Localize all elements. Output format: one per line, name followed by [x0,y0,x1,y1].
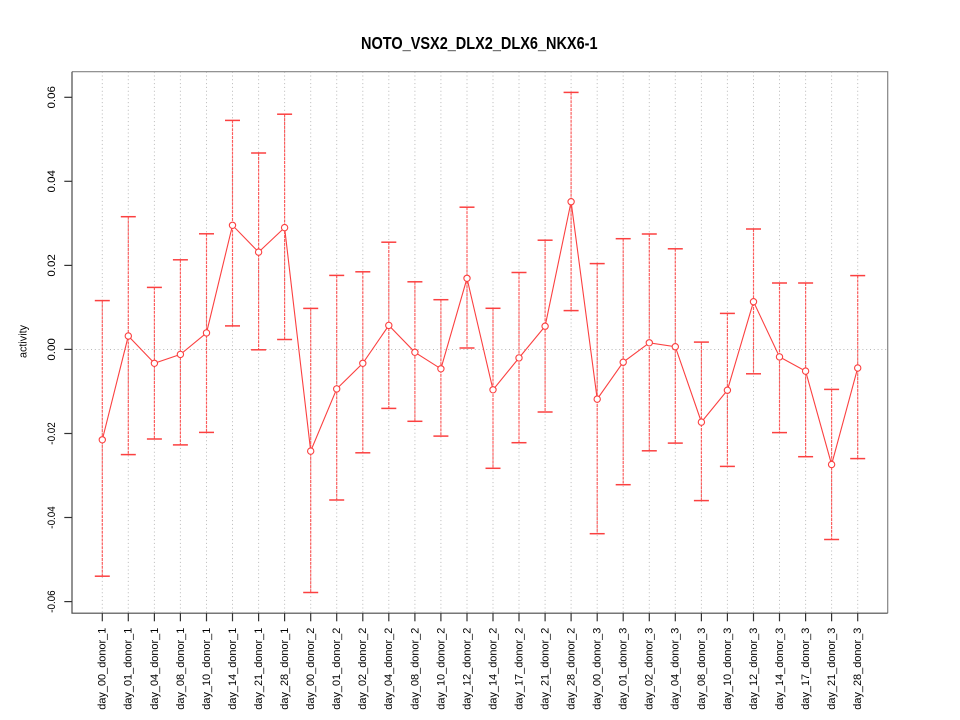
svg-text:0.00: 0.00 [46,338,58,360]
svg-text:day_02_donor_2: day_02_donor_2 [357,628,369,710]
svg-text:day_14_donor_2: day_14_donor_2 [487,628,499,710]
svg-text:0.04: 0.04 [46,170,58,192]
svg-text:day_01_donor_2: day_01_donor_2 [331,628,343,710]
svg-text:day_28_donor_1: day_28_donor_1 [279,628,291,710]
svg-text:NOTO_VSX2_DLX2_DLX6_NKX6-1: NOTO_VSX2_DLX2_DLX6_NKX6-1 [361,33,598,53]
svg-text:day_17_donor_3: day_17_donor_3 [800,628,812,710]
svg-text:day_10_donor_2: day_10_donor_2 [435,628,447,710]
svg-text:day_21_donor_3: day_21_donor_3 [826,628,838,710]
svg-text:-0.02: -0.02 [46,422,58,444]
svg-text:day_08_donor_2: day_08_donor_2 [409,628,421,710]
svg-text:day_00_donor_1: day_00_donor_1 [97,628,109,710]
svg-text:0.02: 0.02 [46,254,58,276]
svg-text:day_08_donor_1: day_08_donor_1 [175,628,187,710]
svg-text:-0.06: -0.06 [46,590,58,612]
svg-text:day_28_donor_2: day_28_donor_2 [566,628,578,710]
svg-text:day_01_donor_1: day_01_donor_1 [123,628,135,710]
svg-text:day_14_donor_3: day_14_donor_3 [774,628,786,710]
svg-text:day_14_donor_1: day_14_donor_1 [227,628,239,710]
svg-text:day_21_donor_2: day_21_donor_2 [540,628,552,710]
svg-text:day_00_donor_3: day_00_donor_3 [592,628,604,710]
svg-text:day_00_donor_2: day_00_donor_2 [305,628,317,710]
svg-text:-0.04: -0.04 [46,506,58,528]
svg-text:day_10_donor_3: day_10_donor_3 [722,628,734,710]
svg-text:day_01_donor_3: day_01_donor_3 [618,628,630,710]
svg-text:day_12_donor_3: day_12_donor_3 [748,628,760,710]
svg-text:day_28_donor_3: day_28_donor_3 [852,628,864,710]
svg-text:day_04_donor_3: day_04_donor_3 [670,628,682,710]
svg-text:day_04_donor_2: day_04_donor_2 [383,628,395,710]
svg-text:day_12_donor_2: day_12_donor_2 [461,628,473,710]
svg-text:day_10_donor_1: day_10_donor_1 [201,628,213,710]
svg-text:0.06: 0.06 [46,86,58,108]
svg-text:day_08_donor_3: day_08_donor_3 [696,628,708,710]
svg-text:day_04_donor_1: day_04_donor_1 [149,628,161,710]
svg-text:activity: activity [17,324,29,358]
svg-text:day_21_donor_1: day_21_donor_1 [253,628,265,710]
svg-text:day_17_donor_2: day_17_donor_2 [513,628,525,710]
svg-text:day_02_donor_3: day_02_donor_3 [644,628,656,710]
